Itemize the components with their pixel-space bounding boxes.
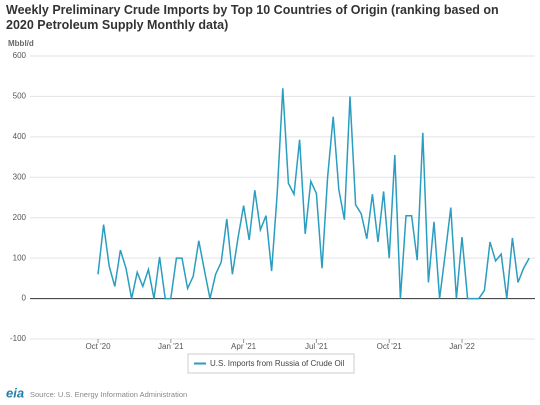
data-line bbox=[97, 88, 530, 300]
y-tick-label: 500 bbox=[13, 92, 27, 101]
y-tick-label: 600 bbox=[13, 51, 27, 60]
y-tick-label: 0 bbox=[22, 294, 27, 303]
y-unit: Mbbl/d bbox=[8, 39, 34, 48]
x-tick-label: Jan '22 bbox=[449, 342, 475, 351]
y-tick-label: 300 bbox=[13, 172, 27, 181]
x-tick-label: Oct '21 bbox=[377, 342, 403, 351]
y-tick-label: 200 bbox=[13, 213, 27, 222]
x-tick-label: Jan '21 bbox=[158, 342, 184, 351]
x-tick-label: Jul '21 bbox=[305, 342, 328, 351]
source: Source: U.S. Energy Information Administ… bbox=[30, 390, 187, 399]
legend-box bbox=[187, 353, 355, 374]
y-tick-label: -100 bbox=[10, 334, 27, 343]
legend-label: U.S. Imports from Russia of Crude Oil bbox=[210, 359, 344, 368]
x-tick-label: Oct '20 bbox=[85, 342, 111, 351]
x-tick-label: Apr '21 bbox=[231, 342, 257, 351]
y-tick-label: 100 bbox=[13, 253, 27, 262]
chart-title: Weekly Preliminary Crude Imports by Top … bbox=[6, 3, 499, 32]
logo: eia bbox=[6, 385, 24, 400]
y-tick-label: 400 bbox=[13, 132, 27, 141]
